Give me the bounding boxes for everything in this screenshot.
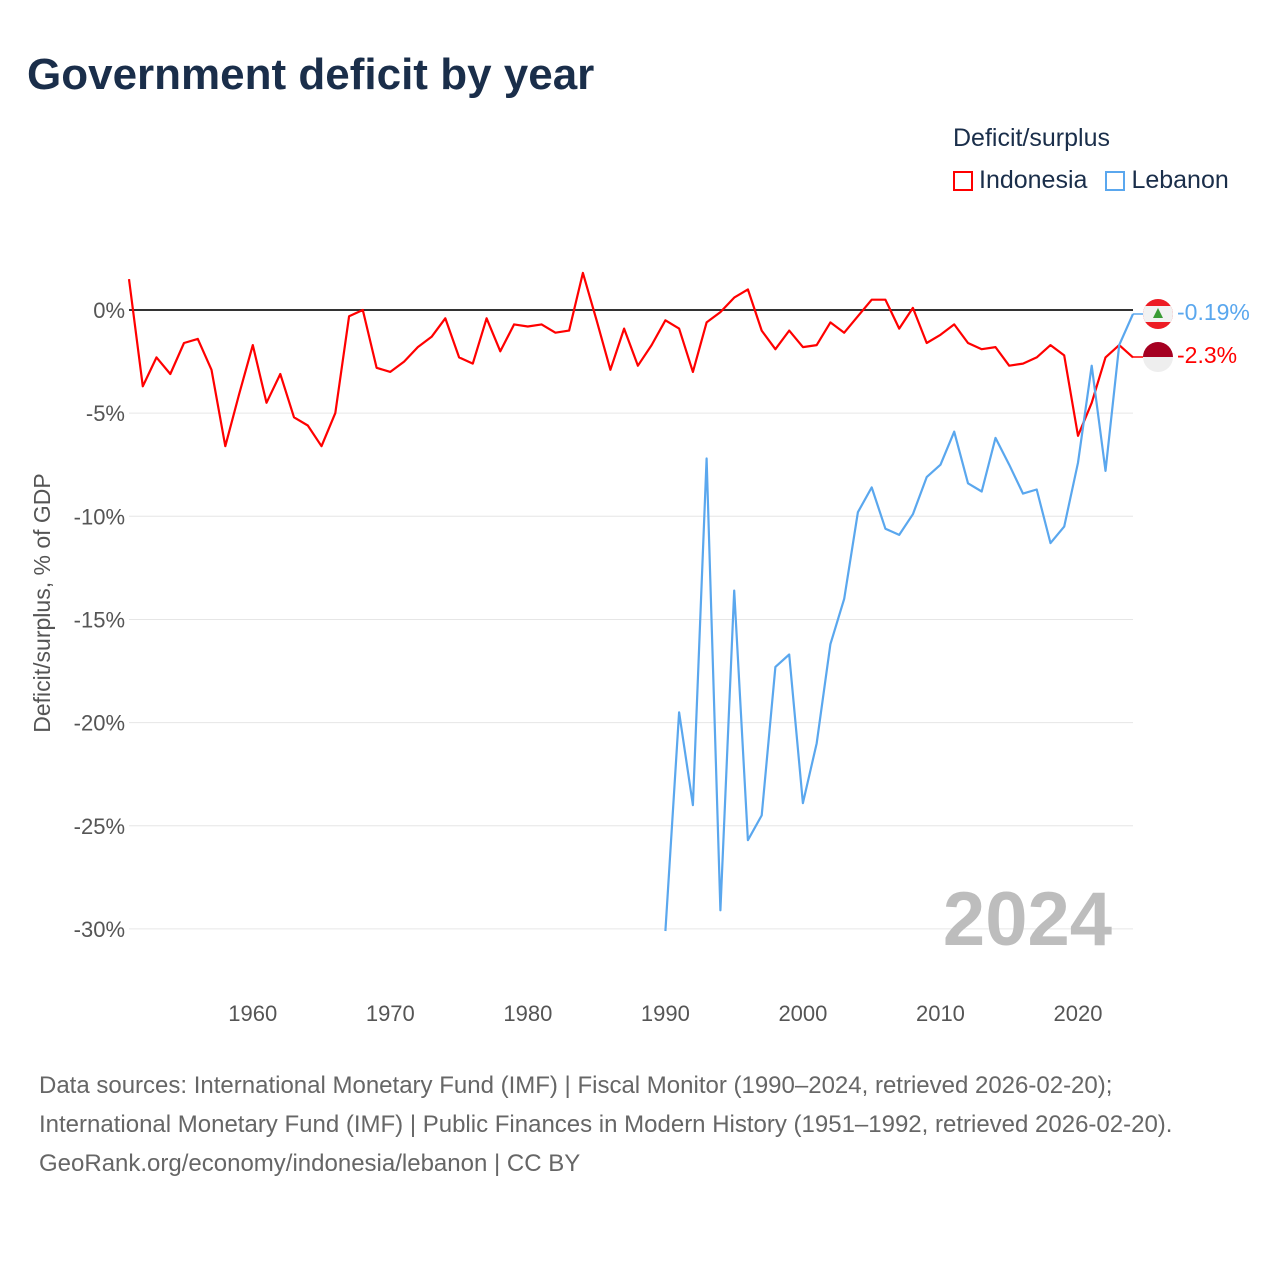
y-axis-label: Deficit/surplus, % of GDP [29,473,55,732]
x-tick-label: 1960 [228,1001,277,1026]
lebanon-flag-icon [1143,299,1173,329]
x-tick-label: 1970 [366,1001,415,1026]
y-tick-label: -5% [86,401,125,426]
chart-title: Government deficit by year [27,50,595,99]
credit-link[interactable]: GeoRank.org/economy/indonesia/lebanon | … [39,1150,581,1177]
indonesia-flag-icon [1143,342,1173,372]
legend-label-indonesia: Indonesia [979,166,1088,194]
data-sources: Data sources: International Monetary Fun… [39,1072,1173,1138]
series-line-indonesia[interactable] [127,271,1134,448]
x-tick-label: 1980 [503,1001,552,1026]
x-tick-label: 1990 [641,1001,690,1026]
y-tick-label: 0% [93,298,125,323]
y-tick-label: -20% [74,711,125,736]
x-tick-label: 2010 [916,1001,965,1026]
legend-item-indonesia[interactable]: Indonesia [953,166,1087,195]
lebanon-end-label: -0.19% [1177,299,1250,325]
year-watermark: 2024 [943,877,1112,962]
legend-swatch-lebanon [1105,170,1126,191]
legend-swatch-indonesia [953,170,973,191]
x-tick-label: 2020 [1054,1001,1103,1026]
y-tick-label: -25% [74,814,125,839]
legend: Indonesia Lebanon [953,166,1229,195]
y-tick-label: -30% [74,917,125,942]
series-line-lebanon[interactable] [664,313,1135,932]
indonesia-end-label: -2.3% [1177,342,1237,368]
legend-label-lebanon: Lebanon [1131,166,1229,194]
legend-item-lebanon[interactable]: Lebanon [1105,166,1229,195]
x-tick-label: 2000 [778,1001,827,1026]
footer: Data sources: International Monetary Fun… [39,1066,1239,1183]
legend-title: Deficit/surplus [953,124,1110,152]
y-tick-label: -10% [74,504,125,529]
y-tick-label: -15% [74,607,125,632]
